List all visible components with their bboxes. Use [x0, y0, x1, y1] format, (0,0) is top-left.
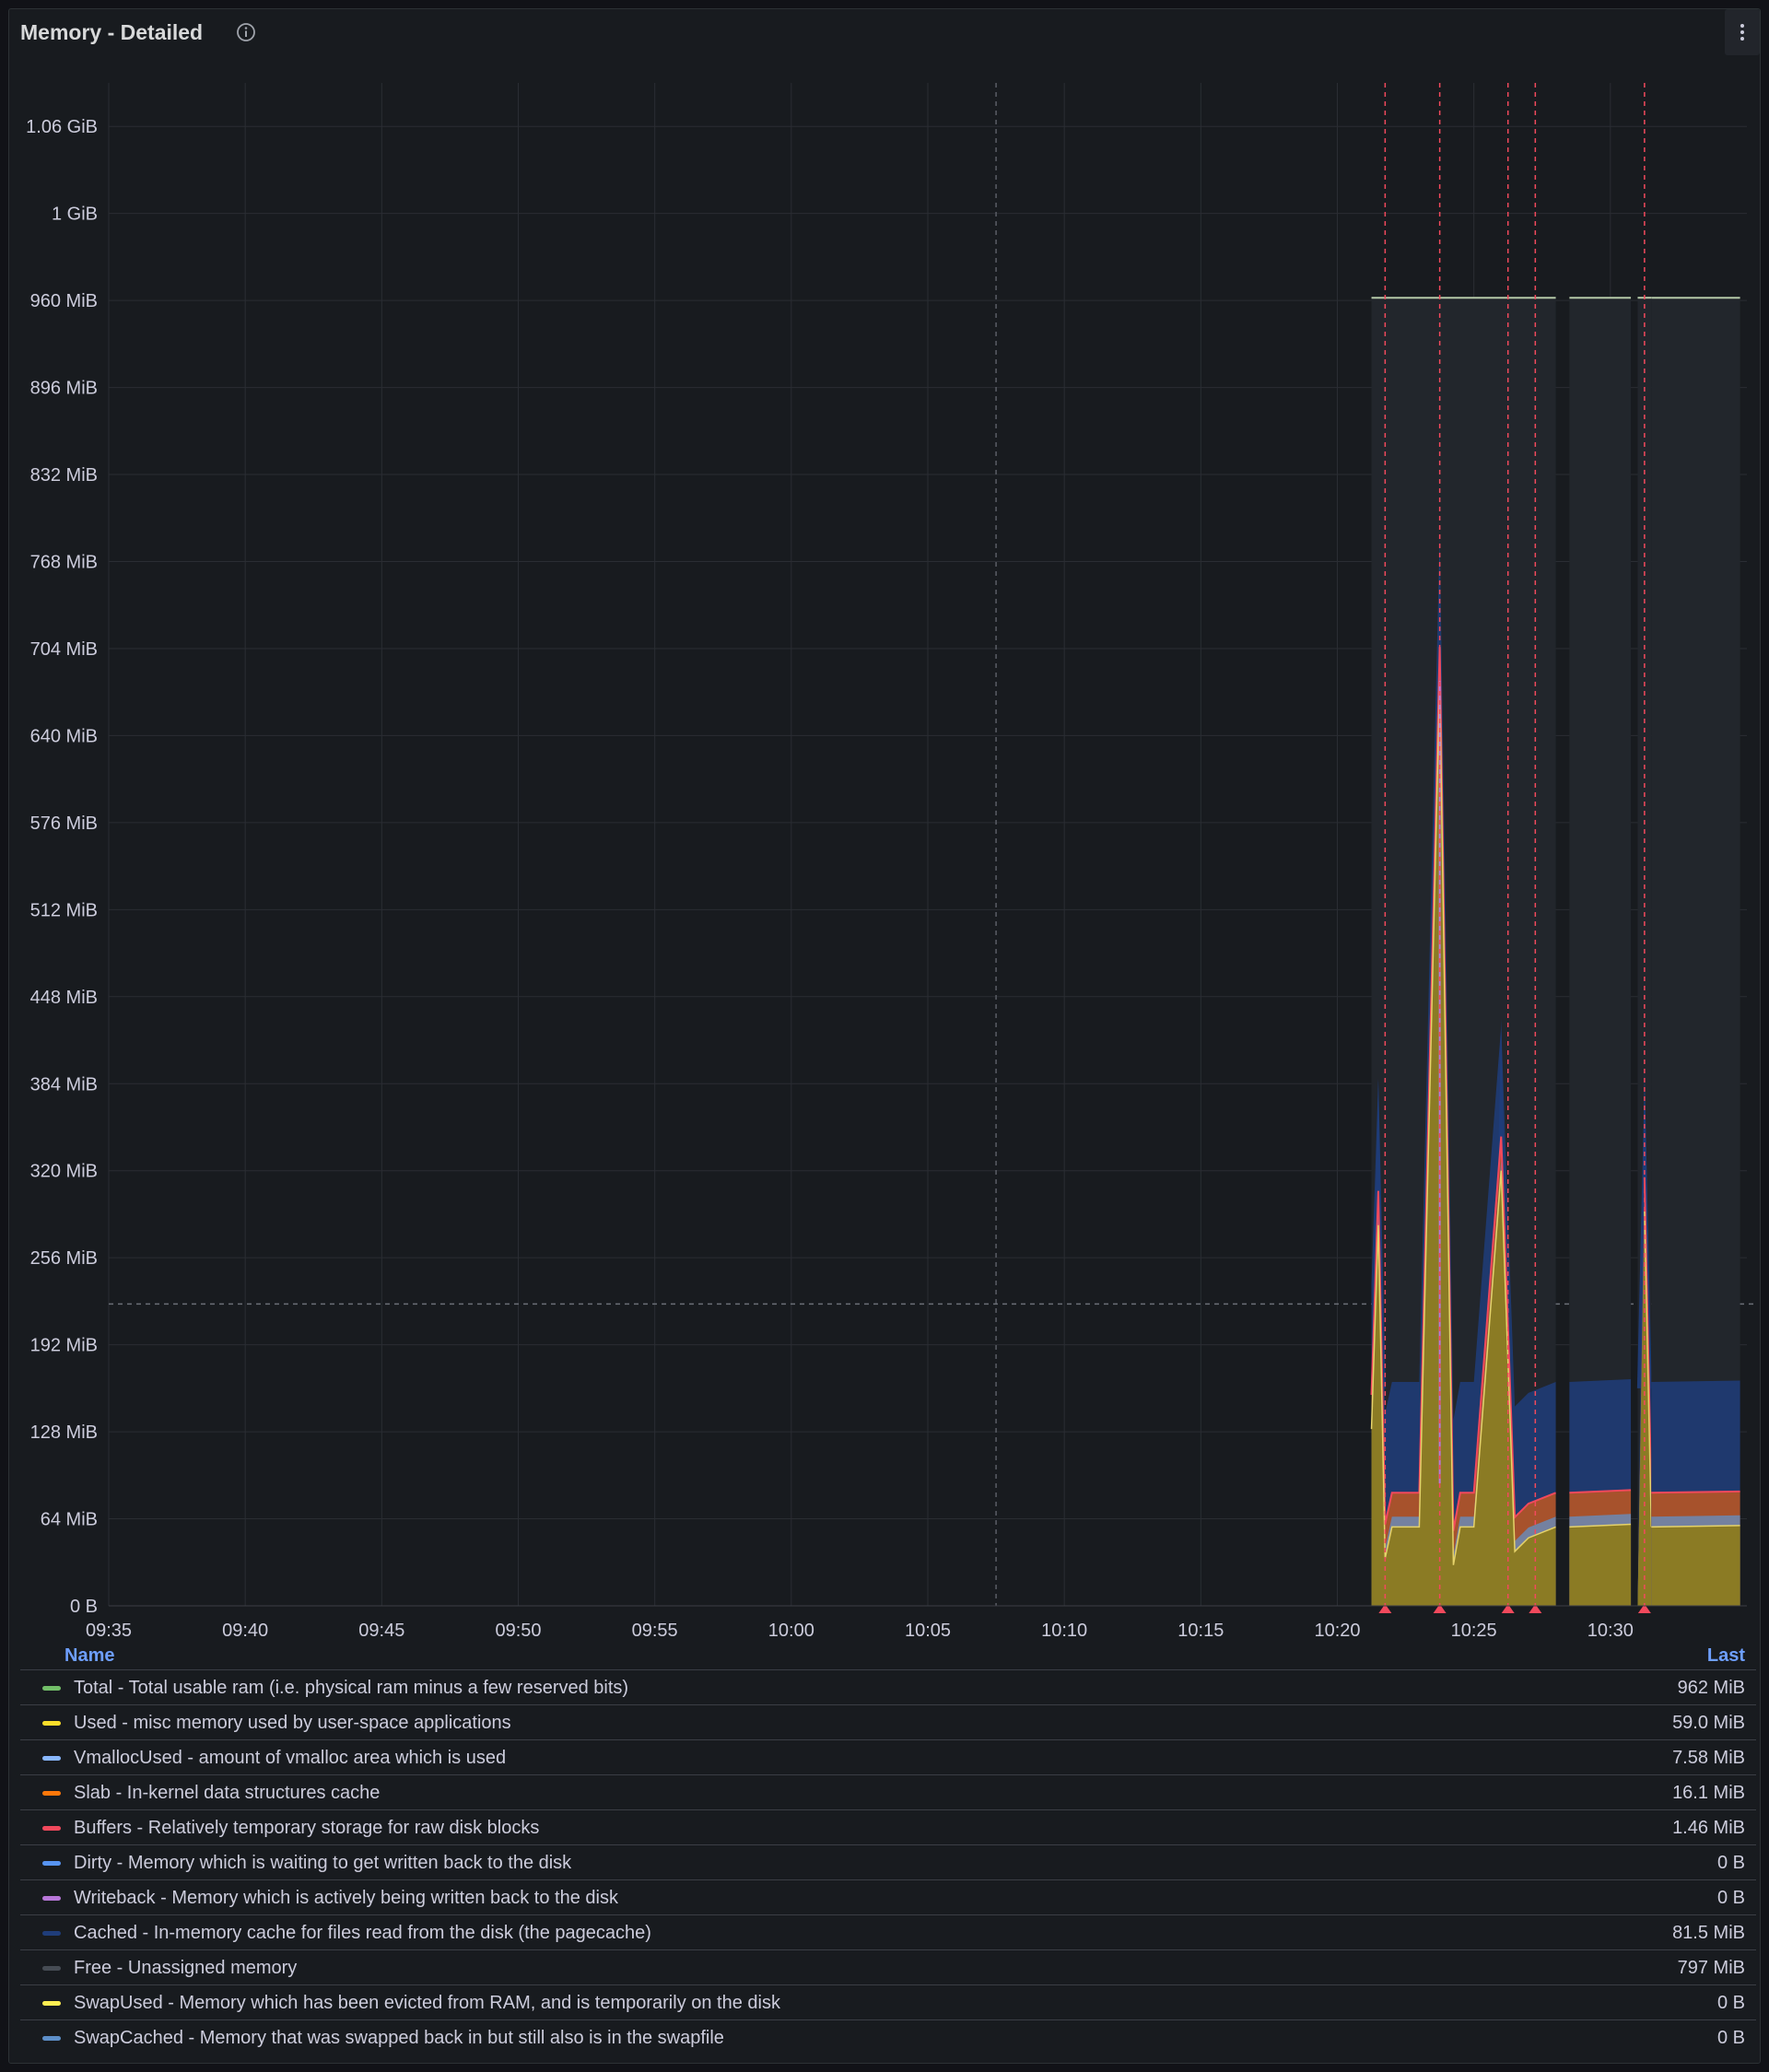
x-tick-label: 09:40 [222, 1621, 268, 1640]
legend-item-name[interactable]: VmallocUsed - amount of vmalloc area whi… [74, 1748, 507, 1768]
legend-color-swatch [42, 1896, 61, 1901]
annotation-marker [1501, 1604, 1515, 1613]
legend-item-last: 0 B [1716, 1888, 1745, 1908]
legend-item[interactable]: Cached - In-memory cache for files read … [20, 1914, 1756, 1949]
legend-color-swatch [42, 1721, 61, 1726]
legend-item[interactable]: SwapUsed - Memory which has been evicted… [20, 1984, 1756, 2019]
used-area [1637, 1211, 1652, 1606]
legend-color-swatch [42, 1791, 61, 1796]
x-tick-label: 10:05 [905, 1621, 951, 1640]
legend-item[interactable]: Free - Unassigned memory 797 MiB [20, 1949, 1756, 1984]
legend-item-last: 16.1 MiB [1672, 1783, 1745, 1803]
y-tick-label: 704 MiB [30, 639, 98, 660]
legend-item-last: 797 MiB [1677, 1958, 1745, 1978]
legend-item[interactable]: Writeback - Memory which is actively bei… [20, 1879, 1756, 1914]
y-tick-label: 64 MiB [41, 1510, 98, 1530]
x-tick-label: 10:25 [1451, 1621, 1497, 1640]
used-line [1651, 1525, 1740, 1528]
used-area [1569, 1524, 1632, 1606]
x-tick-label: 10:30 [1587, 1621, 1634, 1640]
y-tick-label: 192 MiB [30, 1336, 98, 1356]
annotation-marker [1637, 1604, 1651, 1613]
used-area [1651, 1525, 1740, 1606]
legend-item-last: 0 B [1716, 1853, 1745, 1873]
slab-area [1371, 647, 1556, 1606]
legend-item-name[interactable]: Free - Unassigned memory [74, 1958, 298, 1978]
info-circle-icon[interactable] [236, 22, 256, 42]
legend-item[interactable]: Total - Total usable ram (i.e. physical … [20, 1669, 1756, 1704]
legend-item-name[interactable]: SwapUsed - Memory which has been evicted… [74, 1993, 780, 2013]
legend-name-header[interactable]: Name [64, 1645, 115, 1666]
legend-item-last: 0 B [1716, 2028, 1745, 2048]
legend-color-swatch [42, 1826, 61, 1831]
legend-item[interactable]: Used - misc memory used by user-space ap… [20, 1704, 1756, 1739]
annotation-marker [1529, 1604, 1542, 1613]
y-tick-label: 640 MiB [30, 726, 98, 746]
y-tick-label: 384 MiB [30, 1074, 98, 1095]
legend-item-last: 7.58 MiB [1672, 1748, 1745, 1768]
legend-item-last: 81.5 MiB [1672, 1923, 1745, 1943]
legend-color-swatch [42, 1931, 61, 1936]
y-tick-label: 320 MiB [30, 1162, 98, 1182]
y-tick-label: 1 GiB [52, 205, 98, 225]
legend-color-swatch [42, 1861, 61, 1866]
y-tick-label: 0 B [70, 1597, 98, 1617]
legend-color-swatch [42, 1756, 61, 1761]
y-tick-label: 256 MiB [30, 1248, 98, 1269]
x-tick-label: 10:00 [768, 1621, 814, 1640]
legend-item-name[interactable]: Total - Total usable ram (i.e. physical … [74, 1678, 629, 1698]
y-tick-label: 896 MiB [30, 379, 98, 399]
legend-item[interactable]: SwapCached - Memory that was swapped bac… [20, 2019, 1756, 2054]
legend-item[interactable]: VmallocUsed - amount of vmalloc area whi… [20, 1739, 1756, 1774]
buffers-line [1643, 1176, 1653, 1493]
x-tick-label: 09:35 [86, 1621, 132, 1640]
legend-header: Name Last [20, 1642, 1756, 1669]
y-tick-label: 448 MiB [30, 988, 98, 1008]
legend-color-swatch [42, 2036, 61, 2041]
y-tick-label: 512 MiB [30, 900, 98, 920]
y-tick-label: 768 MiB [30, 553, 98, 573]
used-line [1569, 1523, 1632, 1528]
legend-item-name[interactable]: Used - misc memory used by user-space ap… [74, 1713, 511, 1733]
x-tick-label: 09:55 [632, 1621, 678, 1640]
legend-item[interactable]: Buffers - Relatively temporary storage f… [20, 1809, 1756, 1844]
legend-item-name[interactable]: Dirty - Memory which is waiting to get w… [74, 1853, 572, 1873]
legend-color-swatch [42, 1966, 61, 1971]
used-line [1644, 1211, 1653, 1528]
x-tick-label: 10:10 [1041, 1621, 1087, 1640]
x-tick-label: 10:15 [1177, 1621, 1224, 1640]
x-tick-label: 10:20 [1314, 1621, 1360, 1640]
annotation-marker [1433, 1604, 1447, 1613]
annotation-marker [1378, 1604, 1392, 1613]
legend-item-last: 0 B [1716, 1993, 1745, 2013]
y-tick-label: 128 MiB [30, 1422, 98, 1443]
kebab-menu-icon[interactable] [1725, 9, 1760, 55]
buffers-line [1651, 1490, 1740, 1494]
panel-title: Memory - Detailed [20, 20, 204, 44]
legend-item-name[interactable]: Buffers - Relatively temporary storage f… [74, 1818, 540, 1838]
legend-item[interactable]: Slab - In-kernel data structures cache 16… [20, 1774, 1756, 1809]
memory-detailed-panel: Memory - Detailed 0 B 64 MiB 128 MiB 192 Mi… [8, 8, 1761, 2064]
y-tick-label: 960 MiB [30, 291, 98, 311]
legend-item-last: 962 MiB [1677, 1678, 1745, 1698]
buffers-line [1569, 1489, 1632, 1494]
legend-last-header[interactable]: Last [1706, 1645, 1745, 1666]
legend-color-swatch [42, 2001, 61, 2006]
cached-area [1371, 536, 1556, 1606]
memory-chart: 0 B 64 MiB 128 MiB 192 MiB 256 MiB 320 MiB 384… [26, 83, 1754, 1640]
legend-table: Name Last Total - Total usable ram (i.e.… [20, 1642, 1756, 2054]
legend-item[interactable]: Dirty - Memory which is waiting to get w… [20, 1844, 1756, 1879]
y-tick-label: 832 MiB [30, 465, 98, 486]
legend-item-name[interactable]: Writeback - Memory which is actively bei… [74, 1888, 618, 1908]
x-tick-label: 09:50 [495, 1621, 541, 1640]
legend-item-last: 1.46 MiB [1672, 1818, 1745, 1838]
legend-color-swatch [42, 1686, 61, 1691]
legend-item-name[interactable]: SwapCached - Memory that was swapped bac… [74, 2028, 724, 2048]
y-tick-label: 576 MiB [30, 814, 98, 834]
legend-item-name[interactable]: Cached - In-memory cache for files read … [74, 1923, 651, 1943]
y-tick-label: 1.06 GiB [26, 117, 98, 137]
x-tick-label: 09:45 [358, 1621, 404, 1640]
legend-item-name[interactable]: Slab - In-kernel data structures cache [74, 1783, 381, 1803]
legend-item-last: 59.0 MiB [1672, 1713, 1745, 1733]
